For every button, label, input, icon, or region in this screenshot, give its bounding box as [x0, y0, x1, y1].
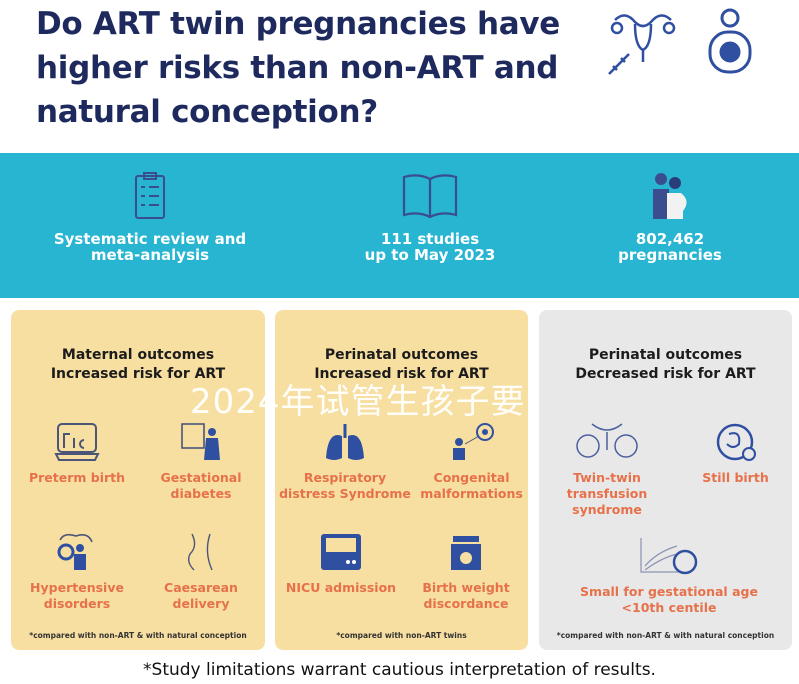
card-title: Perinatal outcomes Decreased risk for ART: [575, 347, 756, 382]
nicu-incubator-icon: [321, 534, 361, 570]
item-caesarean-delivery: Caesarean delivery: [139, 532, 263, 612]
growth-chart-fetus-icon: [640, 538, 698, 575]
stat-design: Systematic review and meta-analysis: [20, 153, 280, 263]
limitations-note: *Study limitations warrant cautious inte…: [143, 660, 656, 680]
lungs-icon: [326, 424, 364, 460]
pregnant-baby-icon: [708, 8, 752, 74]
stat-pregnancies: 802,462 pregnancies: [540, 153, 799, 263]
card-title: Perinatal outcomes Increased risk for ART: [314, 347, 489, 382]
twin-fetuses-icon: [576, 423, 638, 458]
uterus-syringe-icon: [608, 14, 676, 75]
item-twin-twin-transfusion: Twin-twin transfusion syndrome: [545, 422, 669, 518]
item-small-gestational-age: Small for gestational age <10th centile: [579, 536, 759, 616]
stat-studies: 111 studies up to May 2023: [300, 153, 560, 263]
card-maternal-outcomes: Maternal outcomes Increased risk for ART …: [11, 310, 265, 650]
item-gestational-diabetes: Gestational diabetes: [139, 422, 263, 502]
card-perinatal-decreased: Perinatal outcomes Decreased risk for ART…: [539, 310, 792, 650]
baby-scale-icon: [451, 536, 481, 570]
fetus-cross-icon: [716, 423, 756, 461]
card-perinatal-increased: Perinatal outcomes Increased risk for ART…: [275, 310, 528, 650]
caesarean-body-icon: [187, 533, 213, 571]
blood-pressure-pregnant-icon: [57, 533, 93, 570]
incubator-icon: [54, 423, 100, 461]
clipboard-checklist-icon: [135, 172, 165, 219]
summary-band: Systematic review and meta-analysis 111 s…: [0, 153, 799, 298]
item-congenital-malformations: Congenital malformations: [415, 422, 528, 502]
item-preterm-birth: Preterm birth: [15, 422, 139, 486]
open-book-icon: [402, 174, 458, 219]
footnote: *compared with non-ART & with natural co…: [556, 631, 775, 640]
item-still-birth: Still birth: [679, 422, 792, 486]
item-respiratory-distress: Respiratory distress Syndrome: [275, 422, 415, 502]
page-title: Do ART twin pregnancies have higher risk…: [36, 6, 561, 130]
footnote: *compared with non-ART twins: [336, 631, 467, 640]
item-nicu-admission: NICU admission: [279, 532, 403, 596]
item-birth-weight-discordance: Birth weight discordance: [404, 532, 528, 612]
baby-magnifier-icon: [452, 423, 494, 460]
item-hypertensive-disorders: Hypertensive disorders: [15, 532, 139, 612]
pregnant-couple-icon: [653, 173, 687, 219]
glucose-meter-pregnant-icon: [181, 423, 220, 460]
footnote: *compared with non-ART & with natural co…: [29, 631, 247, 640]
card-title: Maternal outcomes Increased risk for ART: [50, 347, 226, 382]
